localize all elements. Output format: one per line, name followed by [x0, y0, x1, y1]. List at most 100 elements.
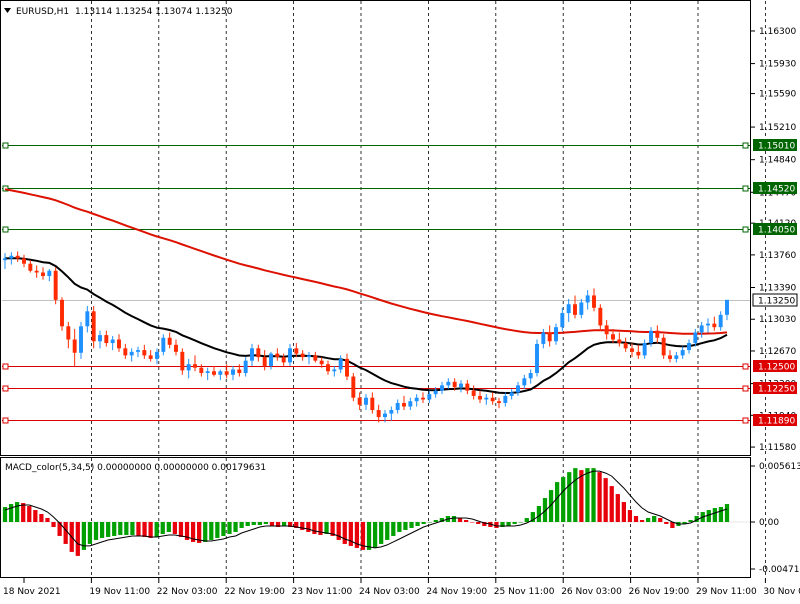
- macd-bar: [197, 521, 202, 543]
- time-tick-label: 29 Nov 11:00: [696, 587, 757, 597]
- candle-body: [414, 397, 419, 402]
- macd-bar: [403, 521, 408, 530]
- macd-bar: [658, 518, 663, 522]
- candle-body: [383, 413, 387, 418]
- level-line-handle[interactable]: [2, 363, 9, 370]
- level-line-handle[interactable]: [742, 142, 749, 149]
- macd-bar: [579, 470, 584, 522]
- candle-body: [326, 364, 330, 372]
- candle-body: [53, 270, 58, 300]
- candle-body: [237, 369, 242, 374]
- candle-body: [351, 376, 356, 398]
- macd-bar: [106, 521, 111, 537]
- macd-bar: [597, 472, 602, 522]
- time-tick-label: 23 Nov 11:00: [292, 587, 353, 597]
- candle-body: [224, 371, 229, 375]
- macd-bar: [87, 521, 93, 544]
- candle-body: [661, 337, 666, 356]
- macd-bar: [409, 521, 414, 528]
- candle-body: [611, 334, 615, 340]
- time-axis: 18 Nov 2021 19 Nov 11:00 22 Nov 03:00 22 No…: [3, 578, 800, 597]
- macd-bar: [239, 521, 244, 528]
- macd-axis: 0.0056138 0.00 -0.004712: [751, 462, 800, 575]
- level-line-handle[interactable]: [742, 185, 749, 192]
- candle-body: [345, 358, 349, 377]
- candle-body: [167, 337, 172, 345]
- candle-body: [718, 314, 723, 328]
- candle-body: [579, 302, 584, 315]
- macd-bar: [312, 521, 317, 534]
- macd-bar: [439, 518, 444, 522]
- candle-body: [72, 339, 77, 353]
- candle-body: [332, 369, 337, 372]
- triangle-down-icon[interactable]: [4, 8, 11, 13]
- candle-body: [288, 348, 292, 363]
- price-tick-label: 1.14840: [759, 156, 796, 166]
- macd-bar: [257, 521, 262, 525]
- candle-body: [281, 357, 286, 363]
- candle-body: [66, 326, 71, 340]
- candle-body: [623, 343, 628, 349]
- macd-bar: [99, 521, 105, 538]
- level-line-handle[interactable]: [742, 226, 749, 233]
- macd-bar: [45, 518, 50, 522]
- macd-bar: [518, 521, 523, 523]
- macd-bar: [603, 478, 608, 522]
- candle-body: [136, 350, 140, 352]
- candle-body: [516, 385, 520, 393]
- macd-bar: [463, 520, 469, 522]
- macd-bar: [93, 521, 99, 540]
- candle-body: [22, 258, 26, 264]
- candle-body: [357, 397, 362, 405]
- macd-bar: [136, 521, 141, 536]
- macd-bar: [354, 521, 360, 548]
- current-price-tag: [752, 293, 798, 307]
- macd-bar: [433, 520, 438, 522]
- symbol-label: EURUSD,H1: [16, 7, 69, 17]
- macd-bar: [190, 521, 196, 542]
- macd-bar: [57, 521, 62, 536]
- level-price-label: 1.12250: [758, 385, 795, 395]
- current-price-label: 1.13250: [758, 297, 795, 307]
- macd-bar: [397, 521, 402, 532]
- candle-body: [680, 350, 685, 356]
- candle-body: [408, 401, 413, 407]
- candle-body: [60, 299, 64, 327]
- candle-body: [186, 364, 191, 371]
- macd-bar: [142, 521, 147, 537]
- candle-body: [199, 367, 204, 374]
- candle-body: [592, 295, 596, 308]
- macd-bar: [245, 521, 250, 526]
- time-tick-label: 26 Nov 03:00: [561, 587, 622, 597]
- level-price-label: 1.14050: [758, 226, 795, 236]
- candle-body: [129, 351, 134, 356]
- candle-body: [123, 348, 128, 356]
- level-line-handle[interactable]: [742, 385, 749, 392]
- macd-bar: [585, 468, 590, 522]
- level-line-handle[interactable]: [2, 142, 9, 149]
- macd-bar: [451, 516, 457, 522]
- time-tick-label: 22 Nov 19:00: [224, 587, 285, 597]
- horizontal-levels[interactable]: [2, 142, 750, 424]
- candle-body: [193, 364, 197, 368]
- candle-body: [79, 326, 83, 353]
- macd-bar: [348, 521, 353, 546]
- macd-bar: [391, 521, 396, 536]
- candle-body: [503, 395, 508, 403]
- candle-body: [649, 330, 653, 344]
- candle-body: [522, 378, 527, 386]
- candle-body: [47, 270, 52, 277]
- level-line-handle[interactable]: [2, 385, 9, 392]
- macd-bar: [688, 520, 693, 522]
- level-line-handle[interactable]: [2, 226, 9, 233]
- level-line-handle[interactable]: [742, 417, 749, 424]
- macd-bar: [524, 518, 529, 522]
- candle-body: [262, 357, 267, 366]
- candle-body: [110, 339, 115, 344]
- level-line-handle[interactable]: [2, 417, 9, 424]
- price-tick-label: 1.13030: [759, 315, 796, 325]
- level-line-handle[interactable]: [742, 363, 749, 370]
- time-tick-label: 18 Nov 2021: [3, 587, 61, 597]
